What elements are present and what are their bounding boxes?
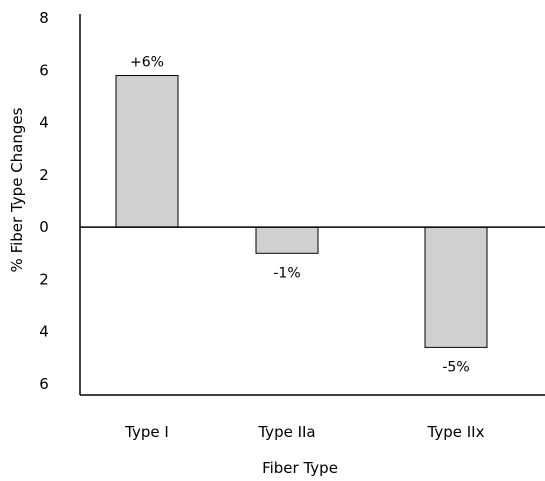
category-label: Type IIa [257,423,315,441]
y-tick-label: 4 [39,323,49,341]
y-tick-label: 4 [39,114,49,132]
data-labels: +6% -1% -5% [130,55,470,376]
bar-type-i [115,75,179,228]
category-label: Type IIx [427,423,485,441]
y-tick-label: 6 [39,61,49,79]
category-label: Type I [124,423,169,441]
category-labels: Type I Type IIa Type IIx [124,423,484,441]
data-label: -1% [273,265,300,281]
data-label: -5% [442,359,469,375]
y-tick-label: 2 [39,166,49,184]
bar-type-iia [255,226,319,254]
bars [115,75,488,348]
y-tick-label: 6 [39,375,49,393]
y-tick-label: 0 [39,218,49,236]
data-label: +6% [130,55,164,71]
y-tick-label: 2 [39,270,49,288]
y-tick-label: 8 [39,9,49,27]
y-axis-ticks: 6 4 2 0 2 4 6 8 [39,9,49,393]
bar-type-iix [424,226,488,348]
y-axis-title: % Fiber Type Changes [8,107,26,272]
x-axis-title: Fiber Type [262,459,338,477]
